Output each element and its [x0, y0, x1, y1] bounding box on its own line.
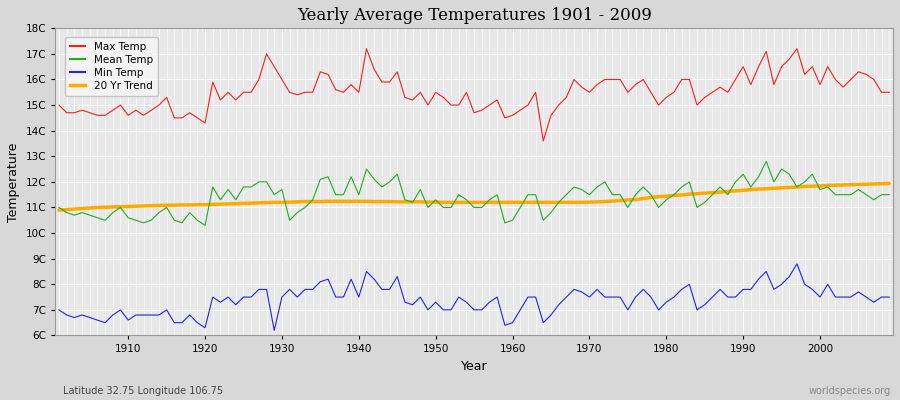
Text: worldspecies.org: worldspecies.org: [809, 386, 891, 396]
Title: Yearly Average Temperatures 1901 - 2009: Yearly Average Temperatures 1901 - 2009: [297, 7, 652, 24]
Y-axis label: Temperature: Temperature: [7, 142, 20, 222]
Legend: Max Temp, Mean Temp, Min Temp, 20 Yr Trend: Max Temp, Mean Temp, Min Temp, 20 Yr Tre…: [65, 36, 158, 96]
Text: Latitude 32.75 Longitude 106.75: Latitude 32.75 Longitude 106.75: [63, 386, 223, 396]
X-axis label: Year: Year: [461, 360, 488, 373]
